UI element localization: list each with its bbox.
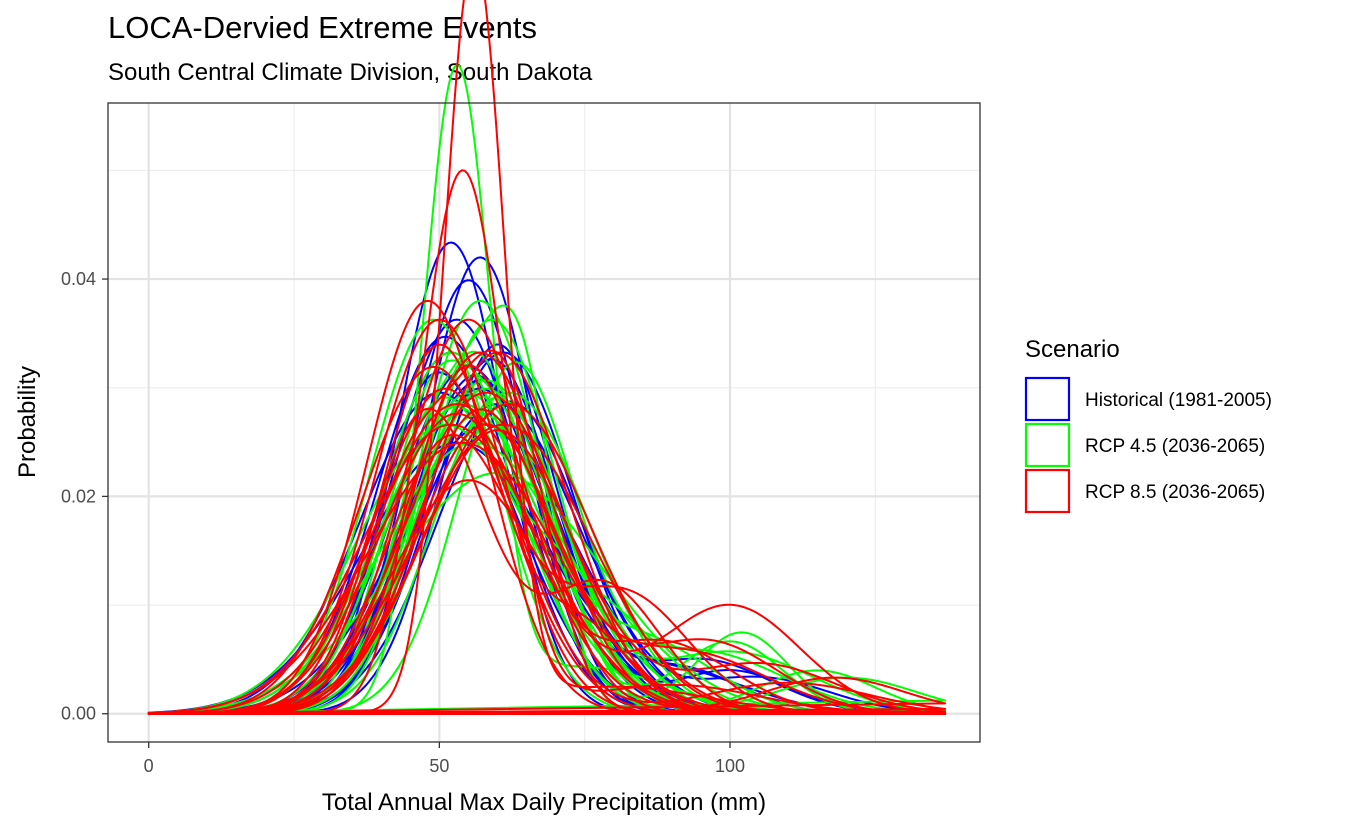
chart-title: LOCA-Dervied Extreme Events bbox=[108, 10, 537, 45]
legend-key bbox=[1024, 422, 1071, 468]
legend-key bbox=[1024, 468, 1071, 514]
legend-key bbox=[1024, 376, 1071, 422]
x-axis-ticks: 0 50 100 bbox=[144, 742, 745, 776]
legend-label: Historical (1981-2005) bbox=[1085, 390, 1272, 411]
density-curve bbox=[147, 433, 947, 715]
density-curves bbox=[147, 0, 947, 715]
plot-border bbox=[107, 102, 981, 743]
legend-label: RCP 4.5 (2036-2065) bbox=[1085, 436, 1265, 457]
x-tick-label: 50 bbox=[429, 756, 449, 776]
legend-title: Scenario bbox=[1025, 336, 1120, 363]
legend: Scenario Historical (1981-2005) RCP 4.5 (… bbox=[1024, 336, 1272, 514]
y-tick-label: 0.02 bbox=[61, 486, 96, 506]
x-tick-label: 100 bbox=[715, 756, 745, 776]
y-tick-label: 0.00 bbox=[61, 704, 96, 724]
x-tick-label: 0 bbox=[144, 756, 154, 776]
x-axis-label: Total Annual Max Daily Precipitation (mm… bbox=[322, 789, 766, 816]
legend-label: RCP 8.5 (2036-2065) bbox=[1085, 482, 1265, 503]
chart-subtitle: South Central Climate Division, South Da… bbox=[108, 59, 593, 86]
y-axis-ticks: 0.00 0.02 0.04 bbox=[61, 269, 108, 724]
density-curve bbox=[147, 423, 947, 715]
y-tick-label: 0.04 bbox=[61, 269, 96, 289]
y-axis-label: Probability bbox=[14, 366, 41, 478]
